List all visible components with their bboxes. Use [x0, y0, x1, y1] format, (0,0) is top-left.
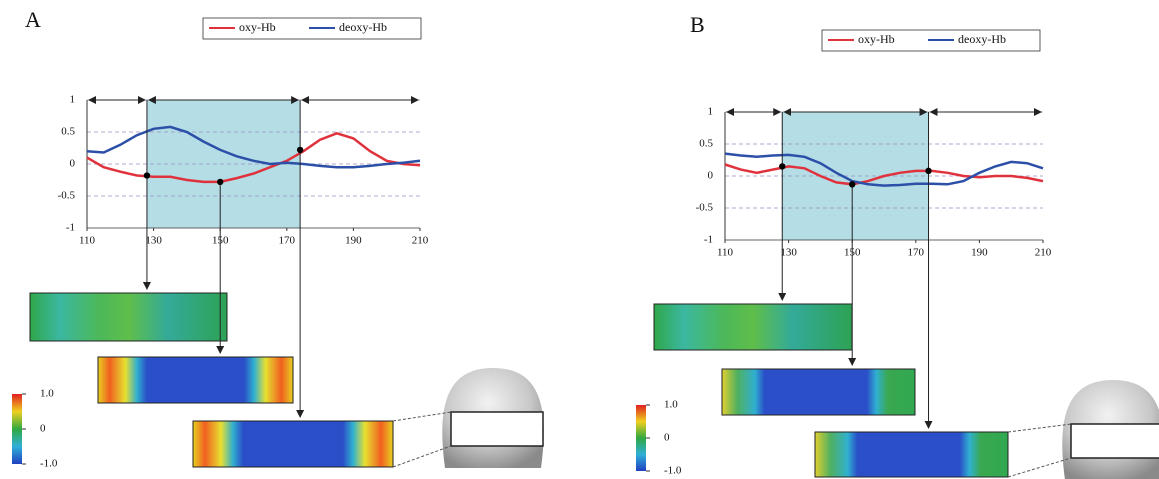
y-tick-label: 1 — [70, 94, 76, 106]
heatmap — [814, 431, 1009, 478]
x-tick-label: 170 — [279, 235, 296, 247]
x-tick-label: 130 — [780, 247, 797, 259]
x-tick-label: 210 — [412, 235, 429, 247]
legend-label: deoxy-Hb — [339, 20, 387, 34]
time-point — [296, 146, 304, 154]
heatmap — [653, 303, 853, 351]
heatmap — [192, 420, 394, 468]
y-tick-label: 0.5 — [61, 126, 75, 138]
y-tick-label: 0 — [70, 158, 76, 170]
x-tick-label: 190 — [345, 235, 362, 247]
time-point — [217, 178, 224, 186]
x-tick-label: 210 — [1035, 247, 1052, 259]
heatmap — [721, 368, 916, 416]
series-line — [86, 125, 421, 169]
probe-area — [1070, 423, 1159, 459]
y-tick-label: -1 — [704, 234, 713, 246]
y-tick-label: -0.5 — [696, 202, 714, 214]
time-point — [849, 181, 856, 188]
series-line — [724, 163, 1044, 186]
x-tick-label: 110 — [717, 247, 734, 259]
highlight-region — [782, 112, 929, 240]
panel-label: B — [690, 12, 705, 37]
probe-link — [1007, 423, 1072, 433]
y-tick-label: 1 — [708, 106, 714, 118]
y-tick-label: -0.5 — [58, 190, 76, 202]
heatmap — [97, 356, 294, 404]
legend-label: deoxy-Hb — [958, 32, 1006, 46]
legend-label: oxy-Hb — [858, 32, 895, 46]
x-tick-label: 190 — [971, 247, 988, 259]
colorbar-label: -1.0 — [664, 465, 682, 477]
heatmap — [29, 292, 228, 342]
colorbar — [636, 405, 646, 471]
probe-link — [392, 445, 452, 468]
time-point — [925, 167, 932, 175]
colorbar — [12, 394, 22, 464]
y-tick-label: 0 — [708, 170, 714, 182]
colorbar-label: 0 — [40, 423, 46, 435]
colorbar-label: 0 — [664, 432, 670, 444]
probe-link — [1007, 457, 1072, 478]
x-tick-label: 130 — [145, 235, 162, 247]
y-tick-label: 0.5 — [699, 138, 713, 150]
colorbar-label: 1.0 — [664, 399, 678, 411]
series-line — [86, 131, 421, 184]
series-line — [724, 152, 1044, 187]
time-point — [779, 163, 786, 170]
time-point — [143, 172, 151, 179]
colorbar-label: 1.0 — [40, 388, 54, 400]
colorbar-label: -1.0 — [40, 458, 58, 470]
legend-label: oxy-Hb — [239, 20, 276, 34]
probe-link — [392, 411, 452, 422]
panel-label: A — [25, 7, 41, 32]
x-tick-label: 170 — [908, 247, 925, 259]
y-tick-label: -1 — [66, 222, 75, 234]
x-tick-label: 110 — [79, 235, 96, 247]
probe-area — [450, 411, 544, 447]
